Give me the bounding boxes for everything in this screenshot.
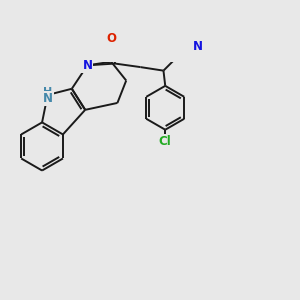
Text: N: N — [43, 92, 52, 105]
Text: N: N — [82, 59, 92, 72]
Text: N: N — [193, 40, 203, 53]
Text: O: O — [106, 32, 116, 45]
Text: H: H — [43, 88, 52, 98]
Text: Cl: Cl — [159, 135, 172, 148]
